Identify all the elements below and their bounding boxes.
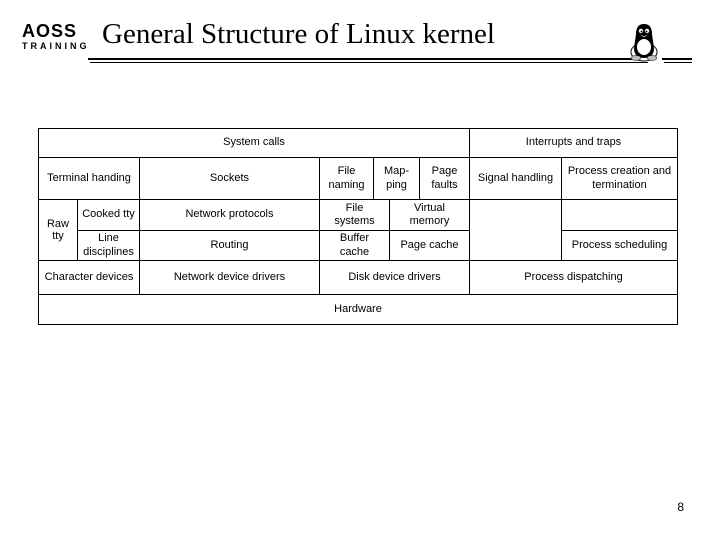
header-rule-right-outer (662, 58, 692, 60)
cell-process-creation: Process creation and termination (561, 157, 677, 199)
row-drivers: Character devices Network device drivers… (39, 260, 677, 294)
slide-page: AOSS TRAINING General Structure of Linux… (0, 0, 720, 540)
cell-blank-top (562, 200, 677, 230)
cell-cooked-tty: Cooked tty (78, 200, 139, 230)
col-process-sched: Process scheduling (561, 199, 677, 260)
cell-mapping: Map- ping (373, 157, 419, 199)
col-memory: Virtual memory Page cache (389, 199, 469, 260)
row-internals: Raw tty Cooked tty Line disciplines Netw… (39, 199, 677, 260)
cell-network-protocols: Network protocols (140, 200, 319, 230)
cell-process-scheduling: Process scheduling (562, 230, 677, 260)
header-rule-outer (88, 58, 650, 60)
cell-char-devices: Character devices (39, 260, 139, 294)
cell-system-calls: System calls (39, 129, 469, 157)
cell-interrupts-traps: Interrupts and traps (469, 129, 677, 157)
cell-hardware: Hardware (39, 294, 677, 324)
col-tty: Cooked tty Line disciplines (77, 199, 139, 260)
cell-process-dispatching: Process dispatching (469, 260, 677, 294)
cell-network-drivers: Network device drivers (139, 260, 319, 294)
header-rule-right-inner (664, 62, 692, 63)
cell-raw-tty: Raw tty (39, 200, 77, 260)
cell-virtual-memory: Virtual memory (390, 200, 469, 230)
cell-page-faults: Page faults (419, 157, 469, 199)
col-raw-tty: Raw tty (39, 199, 77, 260)
cell-terminal-handling: Terminal handing (39, 157, 139, 199)
aoss-logo: AOSS TRAINING (22, 22, 90, 51)
cell-page-cache: Page cache (390, 230, 469, 260)
logo-text-top: AOSS (22, 22, 90, 40)
slide-title: General Structure of Linux kernel (102, 18, 495, 51)
cell-buffer-cache: Buffer cache (320, 230, 389, 260)
cell-line-disciplines: Line disciplines (78, 230, 139, 260)
cell-file-systems: File systems (320, 200, 389, 230)
logo-text-bottom: TRAINING (22, 42, 90, 51)
cell-signal-handling: Signal handling (469, 157, 561, 199)
cell-sockets: Sockets (139, 157, 319, 199)
col-network: Network protocols Routing (139, 199, 319, 260)
row-syscalls: System calls Interrupts and traps (39, 129, 677, 157)
tux-icon (626, 20, 662, 62)
col-filesystems: File systems Buffer cache (319, 199, 389, 260)
row-subsystems: Terminal handing Sockets File naming Map… (39, 157, 677, 199)
row-hardware: Hardware (39, 294, 677, 324)
cell-routing: Routing (140, 230, 319, 260)
page-number: 8 (677, 500, 684, 514)
cell-disk-drivers: Disk device drivers (319, 260, 469, 294)
slide-header: AOSS TRAINING General Structure of Linux… (28, 18, 692, 82)
cell-file-naming: File naming (319, 157, 373, 199)
col-signals-blank (469, 199, 561, 260)
kernel-structure-table: System calls Interrupts and traps Termin… (38, 128, 678, 325)
cell-blank-signals (470, 200, 561, 260)
header-rule-inner (90, 62, 648, 63)
